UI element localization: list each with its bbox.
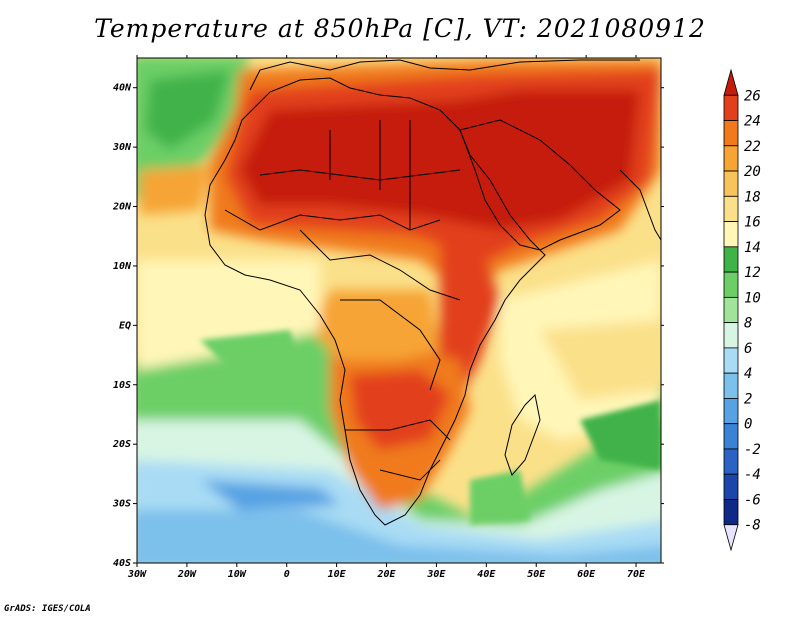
map-frame — [136, 57, 662, 564]
colorbar-label: 26 — [744, 88, 761, 104]
colorbar-label: 10 — [744, 290, 761, 306]
colorbar-segment — [723, 398, 739, 425]
colorbar-label: 8 — [744, 316, 752, 332]
lon-tick-label: 20E — [376, 569, 396, 580]
border — [379, 459, 441, 481]
colorbar-segment — [723, 271, 739, 298]
colorbar-segment — [723, 347, 739, 374]
colorbar-segment — [723, 372, 739, 399]
lat-tick-label: 20S — [112, 439, 131, 450]
colorbar-segment — [723, 246, 739, 273]
map-title: Temperature at 850hPa [C], VT: 202108091… — [94, 14, 706, 43]
border — [259, 169, 461, 181]
lon-tick-label: 30W — [127, 569, 147, 580]
lon-tick-label: 40E — [477, 569, 496, 580]
colorbar-segment — [723, 94, 739, 121]
temperature-field — [137, 58, 661, 563]
colorbar-label: 16 — [744, 215, 761, 231]
border — [345, 419, 451, 441]
border — [340, 299, 441, 391]
madagascar-coastline — [504, 393, 541, 476]
lat-tick-label: 10S — [113, 380, 131, 391]
colorbar-label: 22 — [744, 139, 761, 155]
africa-coastline — [204, 77, 546, 526]
colorbar-segment — [723, 195, 739, 222]
colorbar-label: 24 — [744, 114, 761, 130]
lat-tick-label: EQ — [119, 320, 131, 331]
colorbar-label: 12 — [744, 265, 761, 281]
colorbar-segment — [723, 145, 739, 172]
border — [329, 120, 411, 230]
colorbar-segment — [723, 423, 739, 450]
colorbar-label: 2 — [744, 391, 752, 407]
colorbar-label: -4 — [744, 467, 761, 483]
axis-ticks: 30W 20W 10W 0 10E 20E 30E 40E 50E 60E 70E 40N 30N 20N… — [112, 55, 664, 580]
lat-tick-label: 10N — [113, 261, 132, 272]
colorbar-label: -8 — [744, 518, 761, 534]
colorbar-label: 20 — [744, 164, 761, 180]
colorbar-segment — [723, 473, 739, 500]
colorbar-segment — [723, 170, 739, 197]
colorbar-label: 4 — [744, 366, 752, 382]
colorbar-segment — [723, 296, 739, 324]
lon-tick-label: 10W — [228, 569, 247, 580]
border — [299, 229, 461, 301]
lat-tick-label: 20N — [112, 202, 132, 213]
colorbar-label: 14 — [744, 240, 761, 256]
lon-tick-label: 50E — [527, 569, 546, 580]
colorbar-segment — [723, 499, 739, 526]
lon-tick-label: 10E — [328, 569, 347, 580]
lon-tick-label: 30E — [426, 569, 446, 580]
colorbar-label: -6 — [744, 492, 761, 508]
lat-tick-label: 30S — [112, 499, 131, 510]
colorbar-segment — [723, 120, 739, 147]
arabia-coastline — [459, 119, 621, 251]
lat-tick-label: 40N — [113, 83, 132, 94]
colorbar-label: 6 — [744, 341, 752, 357]
lon-tick-label: 20W — [177, 569, 197, 580]
lon-tick-label: 70E — [627, 569, 646, 580]
india-coastline — [619, 169, 661, 241]
lat-tick-label: 40S — [113, 558, 131, 569]
credit-label: GrADS: IGES/COLA — [4, 604, 91, 614]
colorbar-label: 18 — [744, 189, 761, 205]
colorbar-segment — [723, 448, 739, 475]
lon-tick-label: 60E — [577, 569, 596, 580]
colorbar-label: -2 — [744, 442, 761, 458]
colorbar-segment — [723, 221, 739, 248]
lon-tick-label: 0 — [284, 569, 290, 580]
colorbar-label: 0 — [744, 417, 752, 433]
colorbar-segment — [723, 524, 739, 552]
lat-tick-label: 30N — [112, 142, 132, 153]
colorbar-segment — [723, 322, 739, 349]
coastlines — [204, 59, 661, 526]
europe-coastline — [249, 59, 640, 91]
colorbar-segment — [723, 68, 739, 96]
